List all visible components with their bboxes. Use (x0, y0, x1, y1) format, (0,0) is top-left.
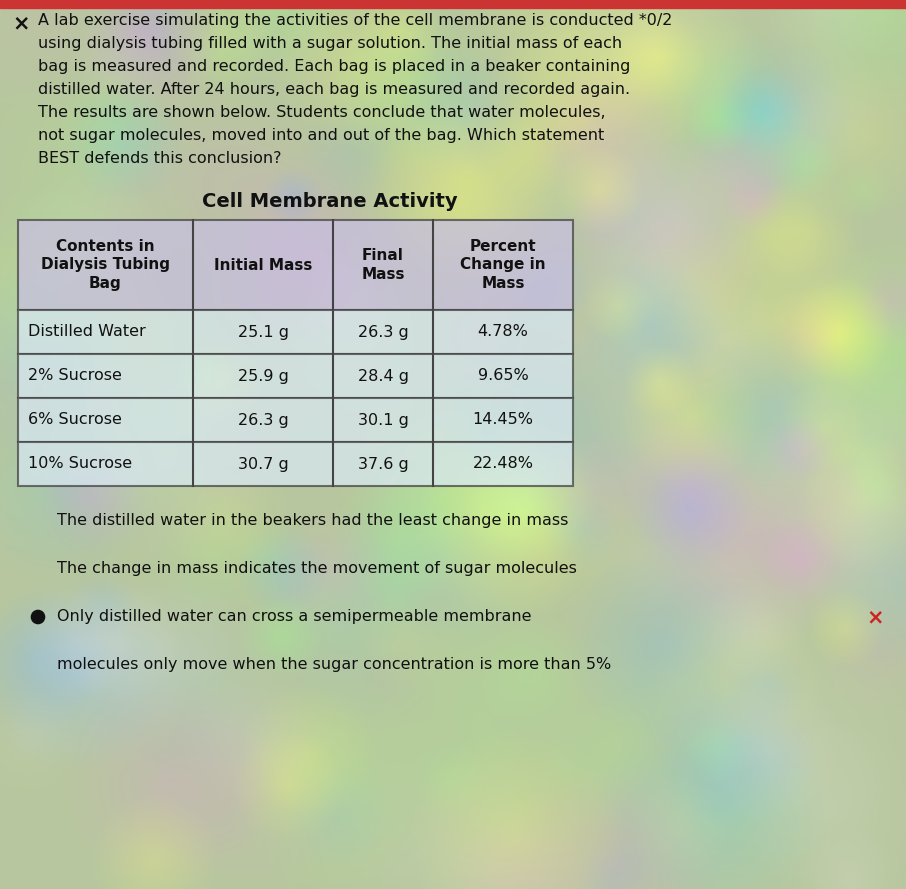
Bar (18, 442, 573, 486)
Bar (18, 398, 573, 442)
Text: ×: × (866, 607, 883, 627)
Text: 25.9 g: 25.9 g (237, 369, 288, 383)
Text: 10% Sucrose: 10% Sucrose (28, 456, 132, 471)
Text: 4.78%: 4.78% (477, 324, 528, 340)
Text: 9.65%: 9.65% (477, 369, 528, 383)
Text: 30.7 g: 30.7 g (237, 456, 288, 471)
Text: 25.1 g: 25.1 g (237, 324, 288, 340)
Text: 22.48%: 22.48% (473, 456, 534, 471)
Text: using dialysis tubing filled with a sugar solution. The initial mass of each: using dialysis tubing filled with a suga… (38, 36, 622, 51)
Bar (18, 354, 573, 398)
Text: The distilled water in the beakers had the least change in mass: The distilled water in the beakers had t… (57, 514, 568, 528)
Bar (0, 0, 906, 8)
Text: A lab exercise simulating the activities of the cell membrane is conducted *0/2: A lab exercise simulating the activities… (38, 13, 672, 28)
Text: The change in mass indicates the movement of sugar molecules: The change in mass indicates the movemen… (57, 562, 577, 576)
Text: Contents in
Dialysis Tubing
Bag: Contents in Dialysis Tubing Bag (41, 239, 170, 291)
Text: Initial Mass: Initial Mass (214, 258, 313, 273)
Text: Cell Membrane Activity: Cell Membrane Activity (202, 192, 458, 211)
Text: 6% Sucrose: 6% Sucrose (28, 412, 122, 428)
Text: bag is measured and recorded. Each bag is placed in a beaker containing: bag is measured and recorded. Each bag i… (38, 59, 631, 74)
Text: molecules only move when the sugar concentration is more than 5%: molecules only move when the sugar conce… (57, 658, 612, 672)
Text: 2% Sucrose: 2% Sucrose (28, 369, 122, 383)
Text: Only distilled water can cross a semipermeable membrane: Only distilled water can cross a semiper… (57, 610, 532, 624)
Bar (18, 310, 573, 354)
Text: 28.4 g: 28.4 g (358, 369, 409, 383)
Text: 26.3 g: 26.3 g (237, 412, 288, 428)
Text: not sugar molecules, moved into and out of the bag. Which statement: not sugar molecules, moved into and out … (38, 128, 604, 143)
Text: BEST defends this conclusion?: BEST defends this conclusion? (38, 151, 282, 166)
Text: Final
Mass: Final Mass (361, 248, 405, 282)
Text: 26.3 g: 26.3 g (358, 324, 409, 340)
Circle shape (32, 611, 44, 623)
Text: Percent
Change in
Mass: Percent Change in Mass (460, 239, 545, 291)
Text: distilled water. After 24 hours, each bag is measured and recorded again.: distilled water. After 24 hours, each ba… (38, 82, 631, 97)
Text: 14.45%: 14.45% (473, 412, 534, 428)
Text: Distilled Water: Distilled Water (28, 324, 146, 340)
Text: ×: × (12, 13, 30, 33)
Text: 30.1 g: 30.1 g (358, 412, 409, 428)
Text: The results are shown below. Students conclude that water molecules,: The results are shown below. Students co… (38, 105, 605, 120)
Text: 37.6 g: 37.6 g (358, 456, 409, 471)
Bar (18, 220, 573, 310)
